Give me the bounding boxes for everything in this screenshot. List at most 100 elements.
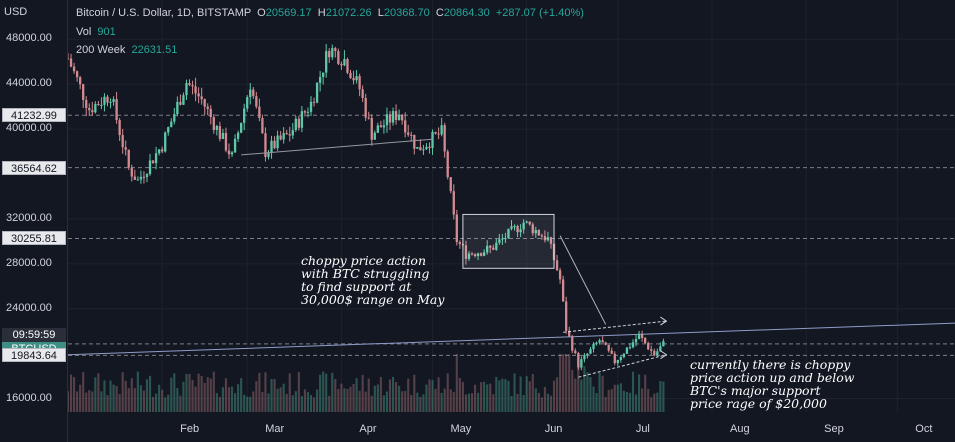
volume-bar [312, 397, 316, 412]
candle-body [179, 101, 182, 105]
volume-bar [379, 376, 382, 412]
candle-body [519, 229, 522, 233]
candle-body [203, 99, 206, 107]
candle-body [75, 71, 79, 78]
volume-bar [261, 392, 264, 412]
candle-body [261, 118, 264, 134]
candle-body [164, 132, 167, 152]
candle-body [145, 174, 149, 178]
volume-bar [367, 378, 370, 412]
volume-bar [155, 393, 158, 412]
volume-bar [112, 384, 115, 412]
candle-body [610, 350, 613, 354]
candle-body [513, 226, 516, 228]
annotation-line: currently there is choppy [690, 357, 851, 372]
volume-bar [218, 396, 221, 412]
volume-bar [267, 393, 270, 412]
candle-body [358, 76, 361, 90]
volume-bar [613, 384, 616, 412]
volume-bar [68, 391, 70, 412]
volume-bar [546, 393, 550, 412]
volume-bar [401, 391, 404, 412]
volume-bar [300, 396, 303, 412]
volume-bar [604, 397, 607, 412]
volume-bar [562, 354, 565, 412]
volume-bar [373, 385, 376, 412]
y-tick-label: 44000.00 [6, 77, 52, 90]
candle-body [640, 333, 644, 338]
candle-body [352, 78, 355, 81]
candle-body [78, 77, 82, 85]
candle-body [370, 117, 373, 140]
candle-body [188, 83, 191, 86]
candle-body [170, 121, 173, 128]
volume-bar [395, 382, 398, 412]
volume-bar [91, 391, 94, 412]
candle-body [72, 66, 76, 72]
candle-body [334, 48, 337, 52]
volume-bar [270, 379, 273, 412]
y-tick-label: 16000.00 [6, 391, 52, 404]
volume-bar [440, 392, 443, 412]
volume-bar [449, 389, 452, 412]
candle-body [109, 101, 112, 103]
candle-body [601, 340, 604, 343]
volume-bar [73, 377, 76, 412]
volume-bar [419, 396, 422, 412]
volume-bar [428, 379, 431, 412]
volume-bar [139, 385, 142, 412]
candle-body [279, 135, 282, 140]
volume-bar [638, 374, 641, 412]
candle-body [565, 301, 568, 331]
volume-bar [303, 389, 307, 412]
candle-body [486, 245, 489, 253]
candle-body [233, 138, 237, 153]
annotation-line: 30,000$ range on May [301, 292, 445, 307]
candle-body [343, 58, 346, 66]
volume-bar [653, 393, 656, 412]
candle-body [598, 340, 601, 343]
volume-bar [161, 389, 164, 412]
candle-body [224, 132, 228, 151]
candle-body [161, 149, 164, 152]
price-axis[interactable]: USD [0, 0, 68, 442]
candle-body [379, 125, 383, 128]
candle-body [400, 114, 404, 121]
candle-body [337, 51, 340, 64]
candle-body [218, 126, 222, 139]
candle-body [325, 51, 328, 73]
candle-body [437, 133, 440, 135]
candle-body [483, 252, 486, 256]
volume-bar [656, 392, 659, 412]
candle-body [206, 106, 209, 109]
open-value: 20569.17 [265, 7, 312, 19]
annotation-current: currently there is choppy price action u… [690, 358, 855, 410]
volume-bar [382, 395, 385, 412]
candle-body [236, 132, 240, 139]
chart-canvas[interactable] [68, 0, 955, 442]
candle-body [285, 133, 288, 135]
candle-body [118, 119, 121, 136]
candle-body [294, 118, 297, 131]
volume-bar [628, 392, 632, 412]
candle-body [273, 140, 276, 149]
volume-bar [306, 391, 310, 412]
candle-body [637, 333, 641, 340]
candle-body [492, 247, 495, 250]
volume-bar [559, 354, 562, 412]
volume-bar [124, 380, 127, 412]
candle-body [534, 230, 537, 234]
candle-body [154, 153, 158, 164]
ma-200-week-line [68, 322, 955, 356]
candle-body [653, 350, 656, 356]
candle-body [91, 110, 94, 113]
candle-body [361, 89, 364, 98]
candle-body [346, 58, 349, 73]
volume-bar [534, 388, 537, 412]
candle-body [127, 149, 130, 168]
candle-body [258, 106, 261, 119]
volume-bar [528, 381, 531, 412]
ma-label: 200 Week [76, 44, 126, 56]
volume-bar [568, 354, 571, 412]
consolidation-box [462, 213, 555, 269]
